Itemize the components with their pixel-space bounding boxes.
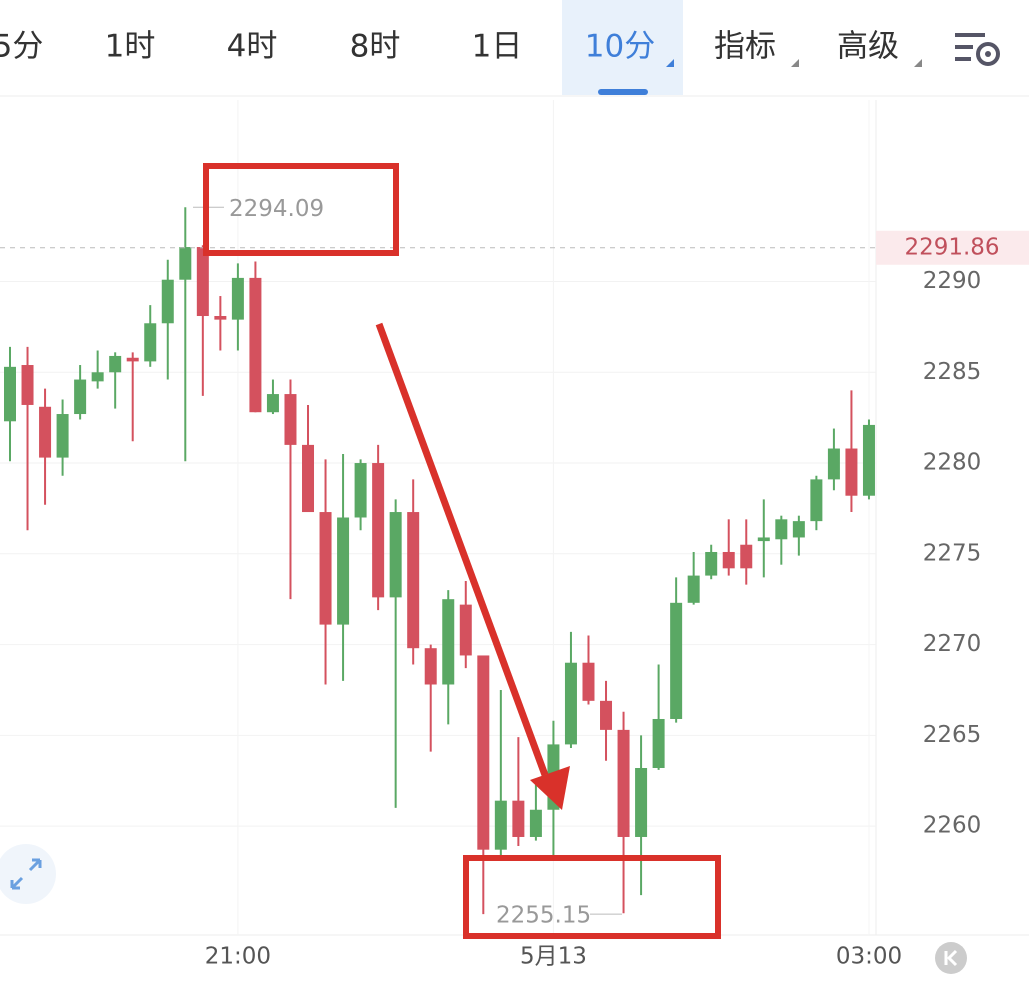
candle-body	[214, 316, 227, 320]
candle-body	[56, 414, 69, 458]
y-tick-label: 2265	[923, 722, 982, 748]
candle-body	[266, 394, 279, 413]
candle-body	[564, 662, 577, 745]
candle-body	[284, 394, 297, 445]
candle-body	[319, 512, 332, 625]
candle-body	[354, 463, 367, 518]
tab[interactable]: 4时	[227, 29, 278, 65]
candle-body	[652, 718, 665, 768]
arrow-shaft	[375, 322, 549, 777]
candle-body	[740, 544, 753, 569]
candle-body	[670, 602, 683, 719]
candle-body	[109, 355, 122, 373]
candle-body	[600, 700, 613, 730]
y-tick-label: 2275	[923, 540, 982, 566]
tab[interactable]: 5分	[0, 29, 43, 65]
candle-body	[249, 277, 262, 413]
candle-body	[126, 357, 139, 362]
highlight-box	[203, 163, 399, 256]
settings-icon[interactable]	[955, 33, 1000, 66]
x-tick-label: 03:00	[836, 944, 902, 970]
candle-body	[39, 406, 52, 458]
candle-body	[231, 277, 244, 320]
last-price-label: 2291.86	[904, 234, 999, 260]
dropdown-caret	[666, 59, 674, 67]
candle-body	[687, 575, 700, 603]
selected-tab-indicator	[598, 89, 648, 95]
arrow-head	[530, 766, 570, 810]
candle-body	[389, 512, 402, 598]
x-tick-label: 5月13	[520, 944, 587, 970]
last-price-tag	[876, 230, 1029, 265]
candle-body	[827, 448, 840, 480]
candle-body	[424, 648, 437, 685]
candle-body	[442, 599, 455, 685]
candle-body	[372, 463, 385, 598]
reset-button[interactable]	[935, 942, 967, 974]
tab[interactable]: 1时	[105, 29, 156, 65]
candle-body	[407, 512, 420, 649]
candle-body	[302, 444, 315, 513]
candle-body	[582, 662, 595, 701]
candle-body	[494, 800, 507, 850]
highlight-box	[463, 855, 721, 939]
candle-body	[459, 604, 472, 656]
candle-body	[196, 247, 209, 317]
candle-body	[757, 537, 770, 542]
candle-body	[845, 448, 858, 496]
candle-body	[337, 517, 350, 625]
y-tick-label: 2260	[923, 813, 982, 839]
tab[interactable]: 8时	[350, 29, 401, 65]
dropdown-caret	[914, 59, 922, 67]
candle-body	[810, 479, 823, 522]
max-label: 2294.09	[229, 196, 324, 222]
dropdown-caret	[791, 59, 799, 67]
tab[interactable]: 指标	[714, 29, 776, 65]
y-tick-label: 2290	[923, 268, 982, 294]
x-tick-label: 21:00	[205, 944, 271, 970]
plot: 2260 2265 2270 2275 2280 2285 2290 21:00 5月13 03:…	[0, 100, 1029, 970]
tab[interactable]: 1日	[472, 29, 523, 65]
expand-icon[interactable]	[0, 844, 56, 904]
candle-body	[179, 247, 192, 280]
candle-body	[477, 655, 490, 850]
candle-body	[705, 551, 718, 576]
y-tick-label: 2270	[923, 631, 982, 657]
candle-body	[21, 365, 34, 405]
candle-body	[4, 366, 16, 422]
candle-body	[161, 279, 174, 324]
candle-body	[512, 800, 525, 837]
selected-tab-bg	[562, 0, 683, 95]
candle-body	[722, 551, 735, 569]
candle-body	[617, 729, 630, 837]
y-tick-label: 2285	[923, 359, 982, 385]
candle-body	[91, 372, 104, 382]
candle-body	[792, 521, 805, 538]
min-label: 2255.15	[496, 903, 591, 929]
candle-body	[144, 323, 157, 362]
candle-body	[862, 424, 875, 496]
tab[interactable]: 10分	[585, 29, 655, 65]
candle-body	[74, 379, 87, 415]
candle-body	[775, 519, 788, 540]
tab-bar: 5分 1时 4时 8时 1日 10分 指标 高级	[0, 29, 922, 67]
tab[interactable]: 高级	[837, 29, 899, 65]
y-tick-label: 2280	[923, 450, 982, 476]
candle-body	[635, 768, 648, 837]
candle-body	[529, 809, 542, 837]
